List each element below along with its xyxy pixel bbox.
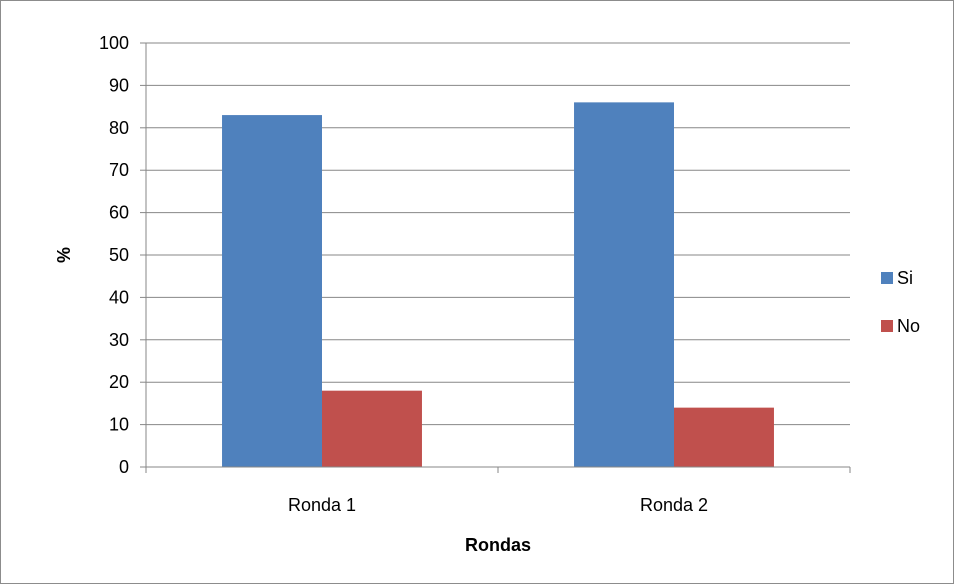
bars	[222, 102, 774, 468]
x-axis-title: Rondas	[465, 535, 531, 555]
y-tick-label: 70	[109, 160, 129, 180]
y-tick-labels: 0 10 20 30 40 50 60 70 80 90 100	[99, 33, 129, 477]
y-tick-label: 100	[99, 33, 129, 53]
y-tick-label: 0	[119, 457, 129, 477]
x-tick-labels: Ronda 1 Ronda 2	[288, 495, 708, 515]
y-axis-title: %	[54, 247, 74, 263]
legend-swatch-no	[881, 320, 893, 332]
bar-no-2	[674, 407, 774, 467]
y-tick-label: 60	[109, 203, 129, 223]
legend-label-si: Si	[897, 268, 913, 288]
legend: Si No	[881, 268, 920, 336]
y-tick-label: 90	[109, 75, 129, 95]
x-tick-label: Ronda 2	[640, 495, 708, 515]
y-tick-label: 50	[109, 245, 129, 265]
y-tick-label: 10	[109, 415, 129, 435]
bar-si-2	[574, 102, 674, 468]
bar-no-1	[322, 390, 422, 467]
x-tick-label: Ronda 1	[288, 495, 356, 515]
axes	[140, 42, 851, 473]
bar-si-1	[222, 115, 322, 467]
y-tick-label: 20	[109, 372, 129, 392]
legend-swatch-si	[881, 272, 893, 284]
y-tick-label: 40	[109, 287, 129, 307]
y-tick-label: 30	[109, 330, 129, 350]
y-tick-label: 80	[109, 118, 129, 138]
legend-label-no: No	[897, 316, 920, 336]
